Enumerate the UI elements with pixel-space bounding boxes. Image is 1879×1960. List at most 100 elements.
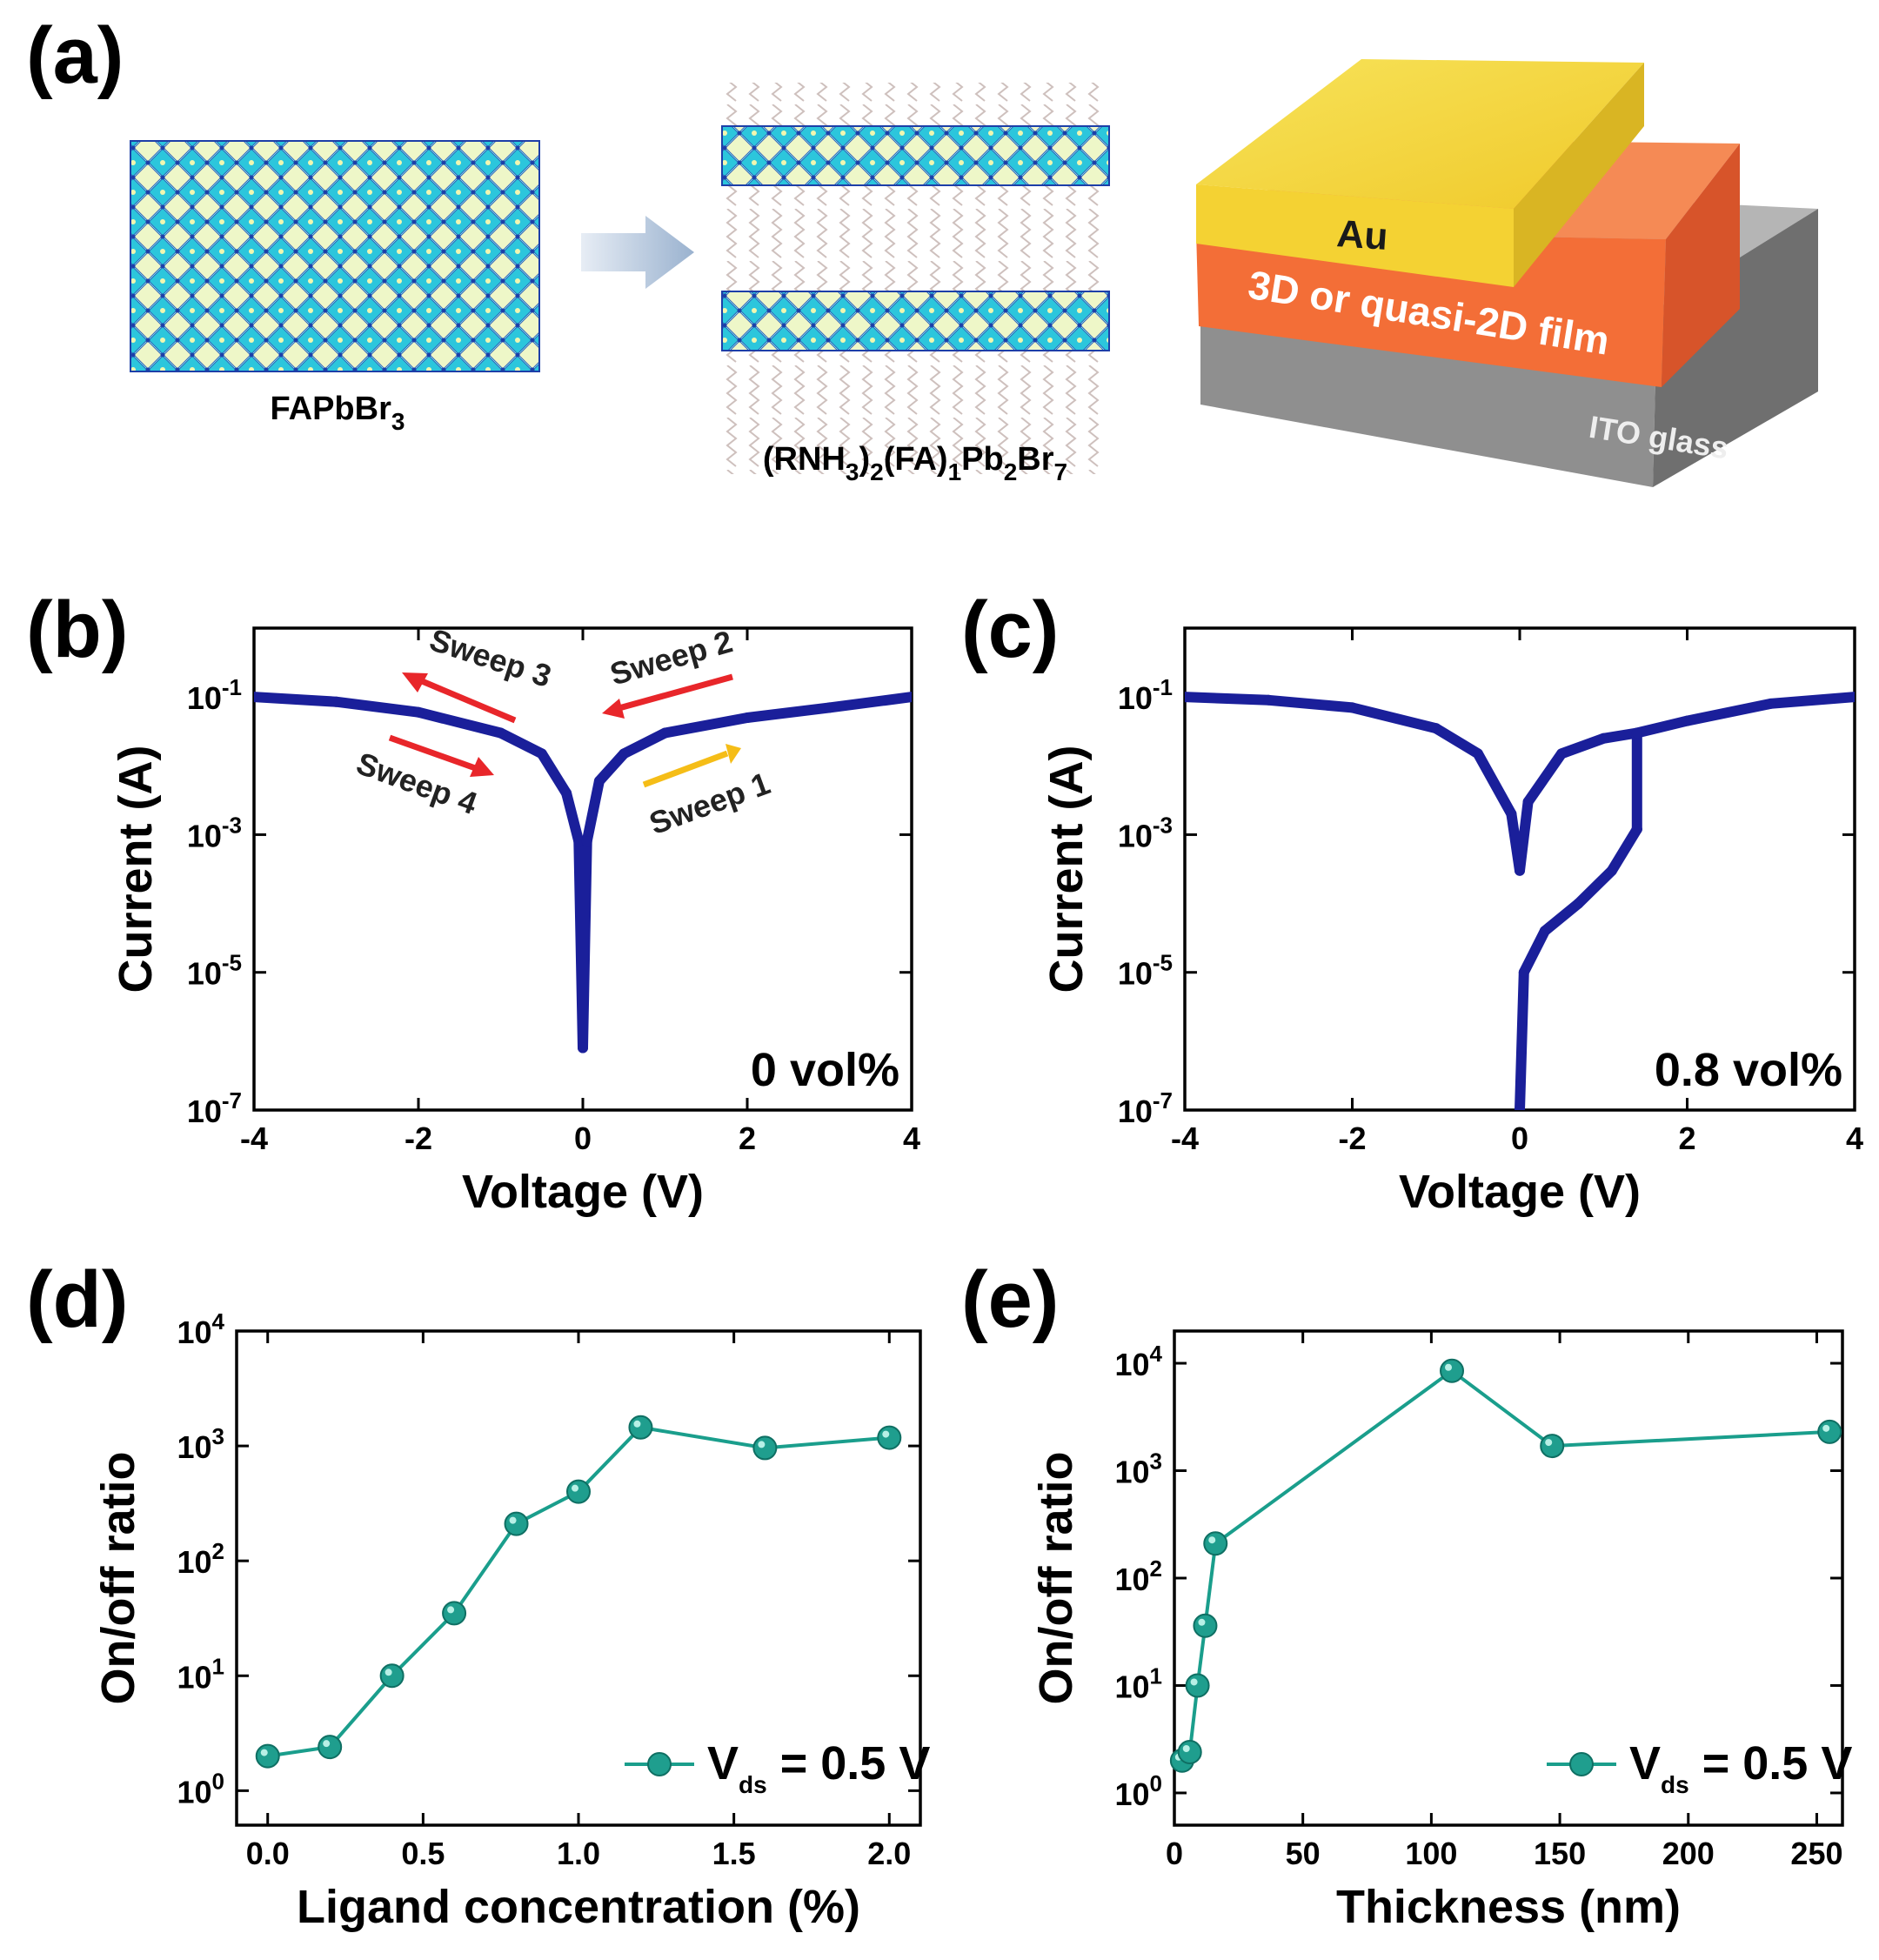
x-tick-label: 2.0 xyxy=(867,1836,911,1871)
y-tick-label: 10-1 xyxy=(1118,674,1173,716)
data-point xyxy=(566,1479,591,1504)
panel-d: (d) 0.0 0.5 1.0 1.5 2.0104103102101100Ligand… xyxy=(26,1255,930,1933)
fapbbr3-lattice xyxy=(130,140,540,372)
y-tick-label-base: 10 xyxy=(187,956,222,992)
data-point xyxy=(628,1415,653,1440)
x-axis-label: Voltage (V) xyxy=(462,1166,704,1218)
iv-point xyxy=(561,787,572,799)
iv-point xyxy=(1515,1105,1525,1110)
data-point xyxy=(877,1425,902,1450)
y-tick-label: 100 xyxy=(177,1768,224,1809)
y-tick-label-base: 10 xyxy=(187,1094,222,1129)
data-point xyxy=(752,1435,778,1461)
data-point-highlight xyxy=(1198,1618,1206,1626)
iv-point xyxy=(1682,715,1693,726)
data-point-highlight xyxy=(1208,1536,1216,1544)
sweep-3-arrow xyxy=(414,675,517,724)
volume-fraction-label: 0 vol% xyxy=(751,1044,899,1096)
y-tick-label-exp: 3 xyxy=(1150,1448,1162,1475)
iv-point xyxy=(1539,926,1550,937)
iv-series-0 xyxy=(1515,824,1642,1110)
y-tick-label-base: 10 xyxy=(1114,1562,1149,1597)
data-point xyxy=(1440,1358,1465,1383)
panel-e: (e) 0 50 100 150 200 250104103102101100Thickn… xyxy=(961,1255,1852,1933)
y-tick-label-base: 10 xyxy=(177,1774,211,1809)
y-tick-label-base: 10 xyxy=(177,1429,211,1465)
iv-point xyxy=(1573,898,1584,909)
y-tick-label-exp: -3 xyxy=(1153,812,1173,838)
data-point xyxy=(1203,1531,1228,1556)
y-tick-label: 101 xyxy=(1114,1662,1162,1704)
y-tick-label-base: 10 xyxy=(177,1544,211,1580)
legend-v: V xyxy=(1629,1737,1661,1789)
sweep-4-arrow xyxy=(388,734,482,773)
data-point xyxy=(1817,1419,1842,1444)
au-front xyxy=(1196,184,1514,287)
iv-point xyxy=(619,748,630,759)
x-tick-label: -2 xyxy=(1338,1120,1366,1156)
data-point xyxy=(1540,1434,1565,1459)
y-axis-label: On/off ratio xyxy=(92,1452,144,1705)
ito-glass-side xyxy=(1653,209,1818,487)
y-tick-label: 102 xyxy=(177,1538,224,1580)
data-point-highlight xyxy=(1182,1745,1190,1753)
plot-e: 0 50 100 150 200 250104103102101100Thickness … xyxy=(1030,1329,1852,1933)
film-front xyxy=(1196,231,1666,387)
iv-point xyxy=(573,836,585,847)
y-tick-label: 10-5 xyxy=(187,950,242,992)
data-point-highlight xyxy=(1445,1363,1453,1371)
y-tick-label-exp: -1 xyxy=(222,674,242,700)
sweep-3-arrowhead xyxy=(402,672,428,692)
sweep-2-arrow xyxy=(615,673,733,712)
y-tick-label-base: 10 xyxy=(1114,1669,1149,1704)
iv-point xyxy=(906,692,912,703)
y-tick-label-exp: 1 xyxy=(212,1653,224,1679)
iv-point xyxy=(1522,796,1534,807)
y-tick-label: 104 xyxy=(177,1308,224,1350)
y-tick-label: 10-3 xyxy=(1118,812,1173,853)
y-tick-label-exp: 4 xyxy=(212,1308,225,1335)
right-arrow-icon xyxy=(581,216,694,289)
data-point-highlight xyxy=(758,1441,766,1448)
x-axis-label: Voltage (V) xyxy=(1399,1166,1641,1218)
x-tick-label: 150 xyxy=(1534,1836,1586,1871)
iv-point xyxy=(1263,694,1274,706)
y-tick-label-exp: -5 xyxy=(1153,950,1173,976)
sweep-1-arrowhead xyxy=(726,744,741,764)
iv-point xyxy=(1347,702,1358,713)
panel-label-c: (c) xyxy=(961,585,1059,674)
data-point-highlight xyxy=(1822,1424,1830,1432)
au-top xyxy=(1196,59,1644,209)
panel-a: (a) FAPbBr3 (RNH3)2(FA)1Pb2Br7 Au 3D or … xyxy=(26,11,1818,487)
data-point-highlight xyxy=(1545,1439,1553,1447)
y-tick-label-exp: 2 xyxy=(1150,1555,1162,1582)
x-tick-label: 200 xyxy=(1662,1836,1715,1871)
y-axis-label: Current (A) xyxy=(1040,746,1093,993)
y-tick-label: 103 xyxy=(177,1423,224,1465)
y-tick-label-base: 10 xyxy=(187,818,222,853)
legend-tail: = 0.5 V xyxy=(767,1737,931,1789)
legend-v: V xyxy=(707,1737,739,1789)
y-tick-label-base: 10 xyxy=(177,1314,211,1350)
iv-point xyxy=(578,1042,588,1054)
data-point xyxy=(1185,1673,1210,1698)
iv-point xyxy=(536,748,547,759)
data-point-highlight xyxy=(633,1420,641,1428)
iv-point xyxy=(495,727,506,739)
iv-point xyxy=(254,692,259,703)
y-tick-label: 10-7 xyxy=(187,1087,242,1129)
iv-point xyxy=(1185,692,1190,703)
iv-point xyxy=(824,702,835,713)
iv-point xyxy=(1598,732,1609,744)
y-tick-label-exp: 2 xyxy=(212,1538,224,1564)
au-side xyxy=(1514,63,1644,287)
x-tick-label: 0 xyxy=(1166,1836,1183,1871)
y-tick-label: 104 xyxy=(1114,1341,1162,1382)
panel-label-d: (d) xyxy=(26,1255,128,1344)
